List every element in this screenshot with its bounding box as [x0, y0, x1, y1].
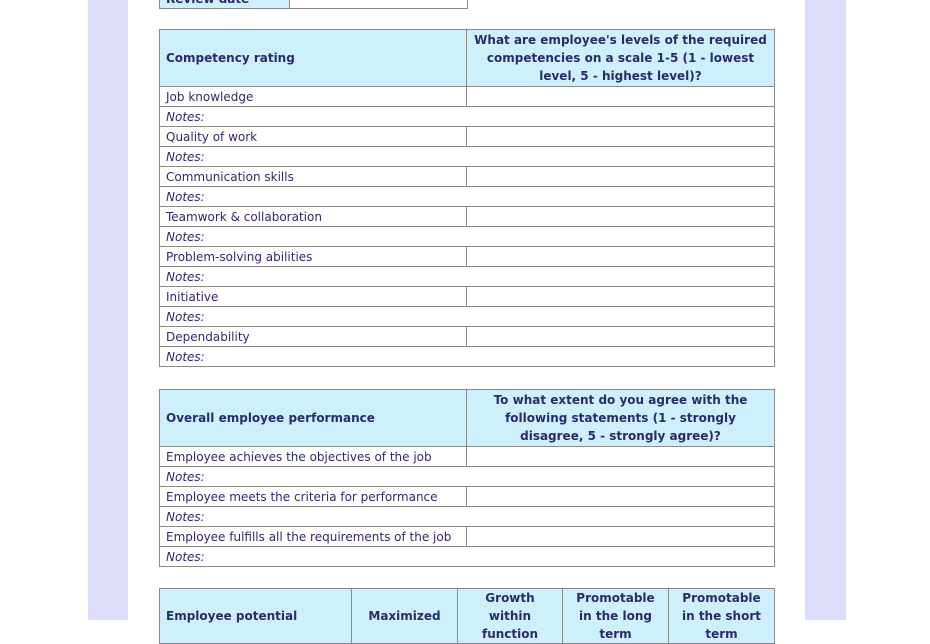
review-date-field[interactable]: [289, 0, 468, 9]
notes-row: Notes:: [159, 266, 775, 287]
table-row: Initiative: [159, 286, 775, 307]
rating-field[interactable]: [466, 326, 775, 347]
notes-row: Notes:: [159, 346, 775, 367]
competency-header: Competency rating: [159, 29, 467, 87]
notes-row: Notes:: [159, 506, 775, 527]
criterion-label: Initiative: [159, 286, 467, 307]
performance-question: To what extent do you agree with the fol…: [466, 389, 775, 447]
criterion-label: Employee meets the criteria for performa…: [159, 486, 467, 507]
review-date-label: Review date: [159, 0, 290, 9]
performance-header: Overall employee performance: [159, 389, 467, 447]
table-row: Communication skills: [159, 166, 775, 187]
table-row: Teamwork & collaboration: [159, 206, 775, 227]
potential-col: Maximized: [351, 588, 458, 644]
rating-field[interactable]: [466, 526, 775, 547]
table-row: Employee fulfills all the requirements o…: [159, 526, 775, 547]
rating-field[interactable]: [466, 486, 775, 507]
notes-field[interactable]: Notes:: [159, 346, 775, 367]
notes-row: Notes:: [159, 306, 775, 327]
competency-table: Competency rating What are employee's lev…: [159, 29, 775, 367]
criterion-label: Communication skills: [159, 166, 467, 187]
notes-field[interactable]: Notes:: [159, 466, 775, 487]
rating-field[interactable]: [466, 126, 775, 147]
notes-field[interactable]: Notes:: [159, 226, 775, 247]
rating-field[interactable]: [466, 286, 775, 307]
rating-field[interactable]: [466, 166, 775, 187]
potential-col: Promotable in the short term: [668, 588, 775, 644]
review-table: Review date: [159, 0, 468, 9]
notes-field[interactable]: Notes:: [159, 146, 775, 167]
notes-field[interactable]: Notes:: [159, 306, 775, 327]
notes-row: Notes:: [159, 466, 775, 487]
criterion-label: Quality of work: [159, 126, 467, 147]
notes-field[interactable]: Notes:: [159, 106, 775, 127]
potential-header: Employee potential: [159, 588, 352, 644]
notes-field[interactable]: Notes:: [159, 186, 775, 207]
potential-col: Promotable in the long term: [562, 588, 669, 644]
criterion-label: Employee fulfills all the requirements o…: [159, 526, 467, 547]
notes-field[interactable]: Notes:: [159, 266, 775, 287]
notes-field[interactable]: Notes:: [159, 546, 775, 567]
notes-row: Notes:: [159, 226, 775, 247]
table-row: Quality of work: [159, 126, 775, 147]
table-row: Job knowledge: [159, 86, 775, 107]
left-band: [88, 0, 128, 620]
rating-field[interactable]: [466, 206, 775, 227]
table-row: Employee meets the criteria for performa…: [159, 486, 775, 507]
notes-row: Notes:: [159, 146, 775, 167]
potential-col: Growth within function: [457, 588, 563, 644]
rating-field[interactable]: [466, 446, 775, 467]
criterion-label: Employee achieves the objectives of the …: [159, 446, 467, 467]
criterion-label: Job knowledge: [159, 86, 467, 107]
criterion-label: Dependability: [159, 326, 467, 347]
notes-row: Notes:: [159, 546, 775, 567]
right-band: [805, 0, 846, 620]
table-row: Employee achieves the objectives of the …: [159, 446, 775, 467]
criterion-label: Problem-solving abilities: [159, 246, 467, 267]
rating-field[interactable]: [466, 86, 775, 107]
rating-field[interactable]: [466, 246, 775, 267]
notes-row: Notes:: [159, 186, 775, 207]
notes-row: Notes:: [159, 106, 775, 127]
criterion-label: Teamwork & collaboration: [159, 206, 467, 227]
performance-table: Overall employee performance To what exte…: [159, 389, 775, 567]
potential-table: Employee potential Maximized Growth with…: [159, 588, 775, 644]
table-row: Dependability: [159, 326, 775, 347]
table-row: Problem-solving abilities: [159, 246, 775, 267]
competency-question: What are employee's levels of the requir…: [466, 29, 775, 87]
notes-field[interactable]: Notes:: [159, 506, 775, 527]
